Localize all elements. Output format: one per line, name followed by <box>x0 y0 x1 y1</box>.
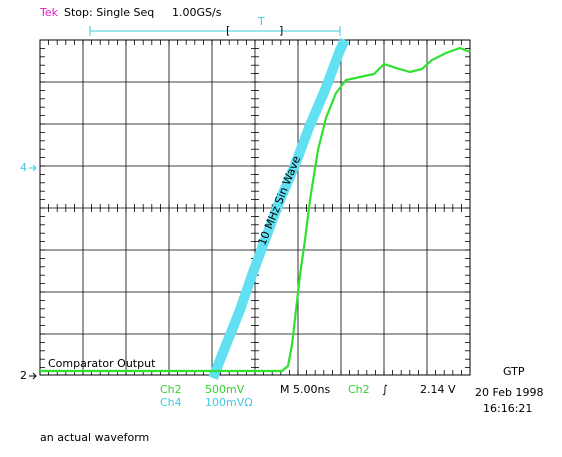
ch2-marker: 2 <box>20 369 27 382</box>
trigger-slope: ∫ <box>382 383 388 396</box>
ch4-arrow <box>29 165 36 171</box>
bracket: [ <box>226 24 230 37</box>
page: Tek Stop: Single Seq 1.00GS/s [ T ] 4 2 … <box>0 0 562 457</box>
ch4-scale: 100mVΩ <box>205 396 253 409</box>
caption: an actual waveform <box>40 431 149 444</box>
date: 20 Feb 1998 <box>475 386 543 399</box>
trigger-level: 2.14 V <box>420 383 456 396</box>
ch4-name: Ch4 <box>160 396 182 409</box>
bracket: ] <box>279 24 283 37</box>
ch2-name: Ch2 <box>160 383 182 396</box>
ch2-scale: 500mV <box>205 383 245 396</box>
status: Stop: Single Seq <box>64 6 154 19</box>
sample-rate: 1.00GS/s <box>172 6 222 19</box>
timebase: M 5.00ns <box>280 383 330 396</box>
brand: Tek <box>39 6 59 19</box>
trigger-mark: T <box>257 15 265 28</box>
ch2-arrow <box>29 373 36 379</box>
ch4-marker: 4 <box>20 161 27 174</box>
trigger-channel: Ch2 <box>348 383 370 396</box>
scope-screen: Tek Stop: Single Seq 1.00GS/s [ T ] 4 2 … <box>0 0 562 457</box>
comparator-label: Comparator Output <box>48 357 156 370</box>
sine-label: 10 MHz Sin Wave <box>256 154 304 247</box>
time: 16:16:21 <box>483 402 532 415</box>
site: GTP <box>503 365 525 378</box>
